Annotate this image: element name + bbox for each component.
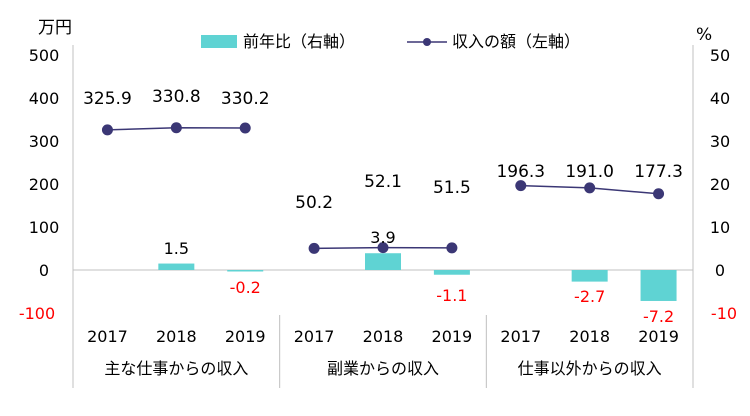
right-tick-label: 10: [710, 218, 730, 237]
legend-marker-line: [423, 38, 431, 46]
line-point-8: [653, 188, 665, 200]
left-tick-label: 300: [29, 132, 60, 151]
bar-5: [433, 270, 470, 275]
right-tick-label: 0: [715, 261, 725, 280]
left-tick-label: 500: [29, 46, 60, 65]
line-data-label: 196.3: [496, 162, 545, 182]
legend-swatch-bar: [201, 35, 237, 48]
left-tick-label: -100: [19, 304, 55, 323]
line-point-7: [584, 182, 596, 194]
line-data-label: 191.0: [565, 162, 614, 182]
group-label: 仕事以外からの収入: [518, 359, 662, 378]
year-tick-label: 2018: [363, 327, 404, 346]
legend-label-line: 収入の額（左軸）: [452, 32, 580, 51]
year-tick-label: 2019: [432, 327, 473, 346]
line-point-1: [170, 122, 182, 134]
line-point-6: [515, 180, 527, 192]
year-tick-label: 2018: [156, 327, 197, 346]
line-data-label: 50.2: [295, 193, 333, 213]
left-axis-unit: 万円: [38, 18, 72, 38]
left-tick-label: 200: [29, 175, 60, 194]
year-tick-label: 2019: [225, 327, 266, 346]
line-data-label: 330.2: [221, 89, 270, 109]
line-data-label: 177.3: [634, 162, 683, 182]
line-data-label: 325.9: [83, 89, 132, 109]
right-tick-label: 30: [710, 132, 730, 151]
line-data-label: 51.5: [433, 178, 471, 198]
line-data-label: 52.1: [364, 172, 402, 192]
group-label: 主な仕事からの収入: [104, 359, 248, 378]
year-tick-label: 2017: [87, 327, 128, 346]
right-tick-label: 20: [710, 175, 730, 194]
right-tick-label: 40: [710, 89, 730, 108]
line-point-3: [308, 242, 320, 254]
year-tick-label: 2017: [294, 327, 335, 346]
line-point-0: [101, 124, 113, 136]
right-axis-unit: %: [696, 25, 712, 45]
line-data-label: 330.8: [152, 87, 201, 107]
bar-data-label: -0.2: [230, 278, 261, 297]
bar-data-label: 3.9: [370, 228, 395, 247]
right-tick-label: -10: [711, 304, 737, 323]
bar-7: [571, 270, 608, 282]
left-tick-label: 0: [39, 261, 49, 280]
group-label: 副業からの収入: [327, 359, 439, 378]
year-tick-label: 2019: [638, 327, 679, 346]
bar-data-label: -7.2: [643, 307, 674, 326]
left-tick-label: 100: [29, 218, 60, 237]
year-tick-label: 2017: [500, 327, 541, 346]
line-point-5: [446, 242, 458, 254]
bar-data-label: -1.1: [436, 286, 467, 305]
bar-4: [365, 253, 401, 270]
bar-8: [640, 270, 677, 301]
right-tick-label: 50: [710, 46, 730, 65]
bar-data-label: -2.7: [574, 287, 605, 306]
bar-1: [158, 263, 195, 270]
line-point-4: [377, 242, 389, 254]
bar-data-label: 1.5: [164, 239, 189, 258]
bar-2: [227, 270, 264, 272]
legend-label-bar: 前年比（右軸）: [243, 32, 355, 51]
line-point-2: [239, 122, 251, 134]
year-tick-label: 2018: [569, 327, 610, 346]
left-tick-label: 400: [29, 89, 60, 108]
